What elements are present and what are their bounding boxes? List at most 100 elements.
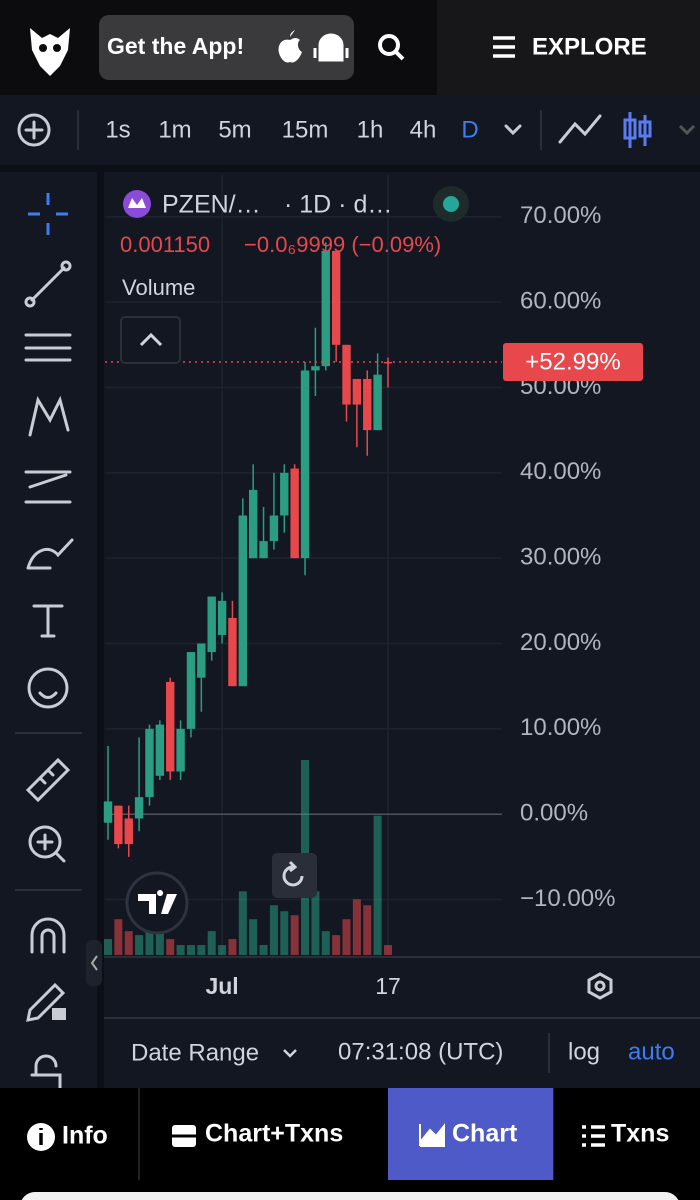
- interval[interactable]: D: [461, 116, 478, 143]
- symbol: PZEN/…: [162, 191, 261, 219]
- interval[interactable]: 4h: [410, 116, 437, 143]
- fib-tool[interactable]: [24, 333, 72, 362]
- emoji-tool[interactable]: [27, 667, 69, 709]
- chevron[interactable]: [678, 124, 696, 136]
- tab-active-bg[interactable]: [388, 1088, 553, 1180]
- ruler-tool[interactable]: [25, 757, 71, 803]
- text-tool[interactable]: [32, 604, 64, 638]
- interval-info: · 1D · d…: [284, 191, 392, 219]
- candle-icon[interactable]: [628, 112, 647, 148]
- log-toggle[interactable]: log: [568, 1038, 600, 1065]
- pattern-tool[interactable]: [28, 395, 70, 437]
- y-tick-label: 40.00%: [520, 458, 601, 485]
- volume-bar: [207, 931, 216, 955]
- lock-tool[interactable]: [30, 1054, 62, 1090]
- interval[interactable]: 1m: [158, 116, 191, 143]
- txns-icon: [582, 1125, 605, 1147]
- candle-body: [259, 541, 268, 559]
- price: 0.001150: [120, 232, 210, 257]
- get-app-button[interactable]: [99, 15, 354, 80]
- line-chart-icon[interactable]: [558, 114, 602, 144]
- volume-bar: [332, 935, 341, 955]
- tv-logo[interactable]: [125, 871, 189, 935]
- volume-bar: [145, 931, 154, 955]
- chevron[interactable]: [504, 124, 522, 136]
- volume-bar: [383, 945, 392, 955]
- candle-body: [269, 515, 279, 542]
- candle-icon-body: [623, 118, 637, 140]
- add-icon[interactable]: [17, 113, 51, 147]
- interval[interactable]: 5m: [218, 116, 251, 143]
- logo[interactable]: [30, 28, 70, 76]
- candle-body: [280, 472, 289, 516]
- interval[interactable]: 1s: [105, 116, 130, 143]
- tab[interactable]: Info: [62, 1122, 108, 1150]
- y-tick-label: 30.00%: [520, 544, 601, 571]
- status-dot: [443, 196, 459, 212]
- projection-tool[interactable]: [24, 470, 72, 504]
- token-icon-crown: [128, 198, 146, 208]
- chevron-up: [139, 332, 163, 347]
- lock-draw-tool[interactable]: [26, 982, 66, 1022]
- clock: 07:31:08 (UTC): [338, 1038, 503, 1065]
- logo-eye: [53, 44, 61, 52]
- candle-body: [155, 724, 165, 776]
- settings-icon-center: [594, 980, 606, 992]
- collapse-tab[interactable]: [86, 940, 102, 986]
- emoji-smile: [38, 691, 58, 699]
- date-range[interactable]: Date Range: [131, 1039, 259, 1066]
- tab[interactable]: Chart: [452, 1120, 518, 1148]
- volume-bar: [197, 945, 206, 955]
- search-icon[interactable]: [378, 34, 400, 56]
- explore-bg: [437, 0, 700, 95]
- candle-body: [228, 617, 237, 687]
- auto-toggle[interactable]: auto: [628, 1038, 675, 1065]
- last-price-box: [503, 342, 643, 381]
- toolbar: [0, 95, 700, 165]
- tab[interactable]: Txns: [611, 1120, 669, 1148]
- tab-bar: [0, 1088, 700, 1180]
- volume-bar: [269, 905, 278, 955]
- add-icon-plus: [24, 120, 44, 140]
- zoom-tool[interactable]: [28, 825, 62, 859]
- drawing-tools: [15, 193, 82, 1090]
- interval[interactable]: 15m: [282, 116, 329, 143]
- x-tick-label: Jul: [205, 973, 238, 999]
- reset-button[interactable]: [272, 853, 317, 898]
- interval[interactable]: 1h: [357, 116, 384, 143]
- explore-text[interactable]: EXPLORE: [532, 33, 647, 60]
- menu-icon[interactable]: [493, 36, 515, 58]
- collapse-legend-button[interactable]: [120, 316, 181, 364]
- logo-eye: [39, 44, 47, 52]
- volume-bar: [228, 939, 237, 955]
- line-tool[interactable]: [30, 266, 66, 302]
- crosshair-tool[interactable]: [28, 193, 68, 235]
- volume-bar: [186, 945, 195, 955]
- search-icon-handle: [394, 50, 405, 61]
- change: −0.0₆9999 (−0.09%): [244, 232, 441, 257]
- intervals: 1s 1m 5m 15m 1h 4h D: [105, 116, 478, 143]
- volume-bar: [249, 919, 258, 955]
- volume-bar: [238, 891, 247, 955]
- tab[interactable]: Chart+Txns: [205, 1120, 343, 1148]
- collapse-chevron: [90, 955, 98, 971]
- volume-bar: [290, 915, 299, 955]
- volume-bar: [218, 945, 227, 955]
- reset-icon: [282, 860, 304, 887]
- candle-body: [166, 681, 175, 772]
- brush-tool[interactable]: [26, 538, 74, 570]
- candle-body: [373, 374, 382, 431]
- apple-icon: [278, 30, 302, 63]
- line-tool-end: [60, 260, 72, 272]
- volume-bar: [259, 945, 268, 955]
- candle-icon-body: [638, 120, 652, 138]
- y-tick-label: 0.00%: [520, 800, 588, 827]
- candle-body: [145, 728, 154, 798]
- candle-body: [321, 250, 330, 367]
- magnet-tool[interactable]: [30, 917, 66, 954]
- y-tick-label: 10.00%: [520, 714, 601, 741]
- settings-icon[interactable]: [587, 972, 613, 1000]
- chart-panel: [104, 172, 700, 1088]
